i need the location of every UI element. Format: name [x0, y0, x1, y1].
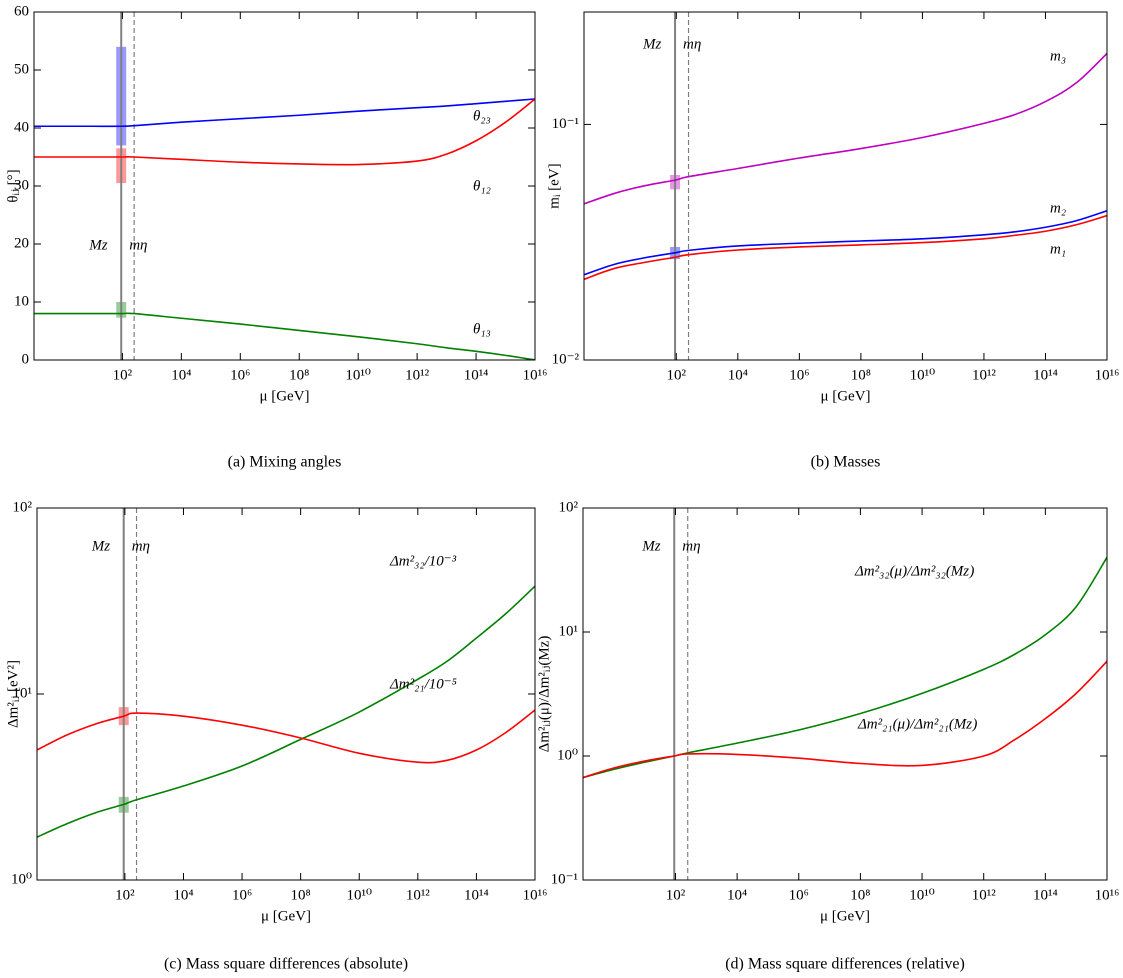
x-tick-label: 10⁸: [851, 367, 871, 383]
x-tick-label: 10⁴: [173, 887, 193, 903]
series-label: θ₂₃: [473, 108, 491, 124]
x-tick-label: 10²: [666, 887, 686, 903]
caption: (d) Mass square differences (relative): [725, 956, 965, 973]
x-tick-label: 10⁴: [727, 887, 747, 903]
reference-label: mη: [129, 237, 147, 253]
x-axis-label: μ [GeV]: [820, 388, 870, 404]
series-line: [584, 209, 1107, 276]
x-tick-label: 10¹²: [405, 367, 429, 383]
y-tick-label: 10⁻¹: [552, 116, 579, 132]
series-line: [37, 585, 535, 838]
x-tick-label: 10¹⁶: [523, 367, 548, 383]
series-label: Δm²₂₁(μ)/Δm²₂₁(Mᴢ): [857, 716, 977, 732]
series-label: m₁: [1050, 241, 1066, 257]
series-label: Δm²₂₁/10⁻⁵: [389, 676, 457, 692]
y-tick-label: 60: [14, 3, 29, 19]
x-tick-label: 10⁴: [728, 367, 748, 383]
x-tick-label: 10⁴: [171, 367, 191, 383]
y-axis-label: Δm²ᵢⱼ [eV²]: [5, 660, 21, 728]
x-tick-label: 10⁶: [789, 887, 809, 903]
reference-label: mη: [683, 36, 701, 52]
x-tick-label: 10¹⁴: [1033, 887, 1058, 903]
x-tick-label: 10¹⁰: [346, 887, 372, 903]
y-tick-label: 0: [22, 351, 30, 367]
x-tick-label: 10⁶: [789, 367, 809, 383]
x-axis-label: μ [GeV]: [261, 908, 311, 924]
x-tick-label: 10⁸: [291, 887, 311, 903]
series-line: [583, 660, 1107, 779]
series-label: Δm²₃₂/10⁻³: [389, 553, 457, 569]
y-tick-label: 10⁻²: [552, 351, 580, 367]
x-tick-label: 10¹²: [972, 367, 996, 383]
series-line: [37, 709, 535, 764]
caption: (a) Mixing angles: [228, 454, 342, 471]
y-tick-label: 10¹: [13, 685, 33, 701]
panel: Mᴢ mη m₃ m₂ m₁ 10² 10⁴ 10⁶ 10⁸ 10¹⁰ 10¹² 10¹⁴ 10¹⁶ 10…: [546, 11, 1120, 471]
y-tick-label: 10²: [559, 499, 579, 515]
series-line: [584, 214, 1107, 281]
x-tick-label: 10¹⁴: [464, 887, 489, 903]
x-tick-label: 10²: [115, 887, 135, 903]
y-tick-label: 10²: [13, 499, 33, 515]
series-line: [34, 98, 535, 166]
series-line: [34, 98, 535, 128]
x-tick-label: 10¹⁶: [523, 887, 548, 903]
reference-label: Mᴢ: [91, 538, 111, 554]
x-tick-label: 10²: [667, 367, 687, 383]
reference-label: mη: [132, 538, 150, 554]
x-tick-label: 10¹⁰: [345, 367, 371, 383]
series-label: Δm²₃₂(μ)/Δm²₃₂(Mᴢ): [854, 563, 974, 579]
series-label: θ₁₂: [473, 178, 491, 194]
y-tick-label: 20: [14, 235, 29, 251]
x-tick-label: 10¹²: [406, 887, 430, 903]
x-tick-label: 10¹⁴: [464, 367, 489, 383]
y-tick-label: 10⁰: [557, 747, 578, 763]
x-tick-label: 10⁶: [230, 367, 250, 383]
reference-label: Mᴢ: [642, 36, 662, 52]
x-tick-label: 10¹⁰: [909, 887, 935, 903]
plot-frame: [582, 507, 1108, 881]
y-axis-label: Δm²ᵢⱼ(μ)/Δm²ᵢⱼ(Mᴢ): [536, 636, 552, 753]
series-line: [34, 312, 535, 360]
series-label: θ₁₃: [473, 321, 491, 337]
x-tick-label: 10⁸: [289, 367, 309, 383]
y-tick-label: 30: [14, 177, 29, 193]
reference-label: mη: [682, 538, 700, 554]
y-tick-label: 10¹: [559, 623, 579, 639]
y-tick-label: 50: [14, 61, 29, 77]
series-label: m₂: [1050, 200, 1066, 216]
panel: Mᴢ mη Δm²₃₂(μ)/Δm²₃₂(Mᴢ) Δm²₂₁(μ)/Δm²₂₁(Mᴢ)…: [536, 499, 1119, 972]
panel: Mᴢ mη θ₂₃ θ₁₂ θ₁₃ 10² 10⁴ 10⁶ 10⁸ 10¹⁰ 10¹² 10¹⁴ 10¹…: [5, 3, 547, 470]
y-axis-label: mᵢ [eV]: [546, 163, 562, 208]
y-tick-label: 40: [14, 119, 29, 135]
reference-label: Mᴢ: [641, 538, 661, 554]
x-tick-label: 10²: [113, 367, 133, 383]
series-line: [583, 556, 1107, 779]
y-tick-label: 10⁻¹: [551, 871, 578, 887]
x-tick-label: 10¹⁴: [1033, 367, 1058, 383]
y-tick-label: 10: [14, 293, 29, 309]
reference-label: Mᴢ: [88, 237, 108, 253]
x-tick-label: 10⁸: [850, 887, 870, 903]
plot-frame: [33, 11, 536, 361]
x-tick-label: 10¹⁶: [1095, 367, 1120, 383]
panel: Mᴢ mη Δm²₃₂/10⁻³ Δm²₂₁/10⁻⁵ 10² 10⁴ 10⁶ 10⁸ 10¹⁰…: [5, 499, 547, 972]
x-tick-label: 10¹⁰: [910, 367, 936, 383]
x-tick-label: 10⁶: [232, 887, 252, 903]
series-label: m₃: [1050, 48, 1066, 64]
series-line: [584, 52, 1107, 205]
caption: (c) Mass square differences (absolute): [164, 956, 408, 973]
caption: (b) Masses: [811, 454, 881, 471]
x-axis-label: μ [GeV]: [820, 908, 870, 924]
x-tick-label: 10¹²: [972, 887, 996, 903]
x-axis-label: μ [GeV]: [259, 388, 309, 404]
plot-frame: [583, 11, 1108, 361]
y-axis-label: θᵢⱼ [°]: [5, 169, 21, 202]
x-tick-label: 10¹⁶: [1095, 887, 1120, 903]
y-tick-label: 10⁰: [11, 871, 32, 887]
plot-frame: [36, 507, 536, 881]
